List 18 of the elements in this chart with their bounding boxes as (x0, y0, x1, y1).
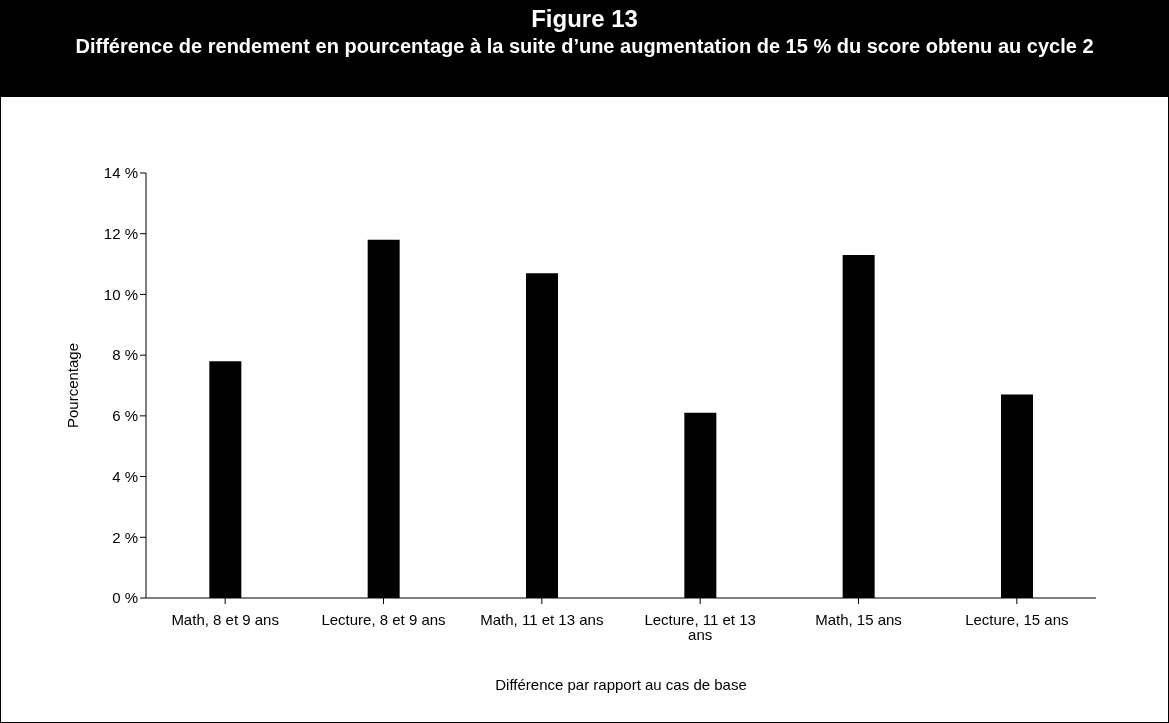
x-tick-label: Math, 11 et 13 ans (480, 610, 604, 628)
y-tick-label: 8 % (112, 346, 138, 364)
x-tick-label: Lecture, 11 et 13 ans (644, 610, 756, 643)
y-tick-label: 2 % (112, 528, 138, 546)
y-tick-label: 14 % (103, 164, 138, 182)
x-tick-label: Math, 8 et 9 ans (171, 610, 279, 628)
y-tick-label: 0 % (112, 589, 138, 607)
x-tick-label: Lecture, 8 et 9 ans (321, 610, 446, 628)
y-tick-label: 12 % (103, 225, 138, 243)
chart-subtitle: Différence de rendement en pourcentage à la suite d’une augmentation de 15 % du score obtenu au cycle 2 (74, 34, 1095, 59)
chart-title: Figure 13 (530, 5, 639, 33)
y-tick-label: 10 % (103, 285, 138, 303)
y-tick-label: 6 % (112, 407, 138, 425)
x-tick-label: Math, 15 ans (815, 610, 902, 628)
y-tick-label: 4 % (112, 467, 138, 485)
x-tick-label: Lecture, 15 ans (965, 610, 1069, 628)
y-axis-title: Pourcentage (64, 342, 82, 429)
x-axis-title: Différence par rapport au cas de base (495, 676, 747, 693)
